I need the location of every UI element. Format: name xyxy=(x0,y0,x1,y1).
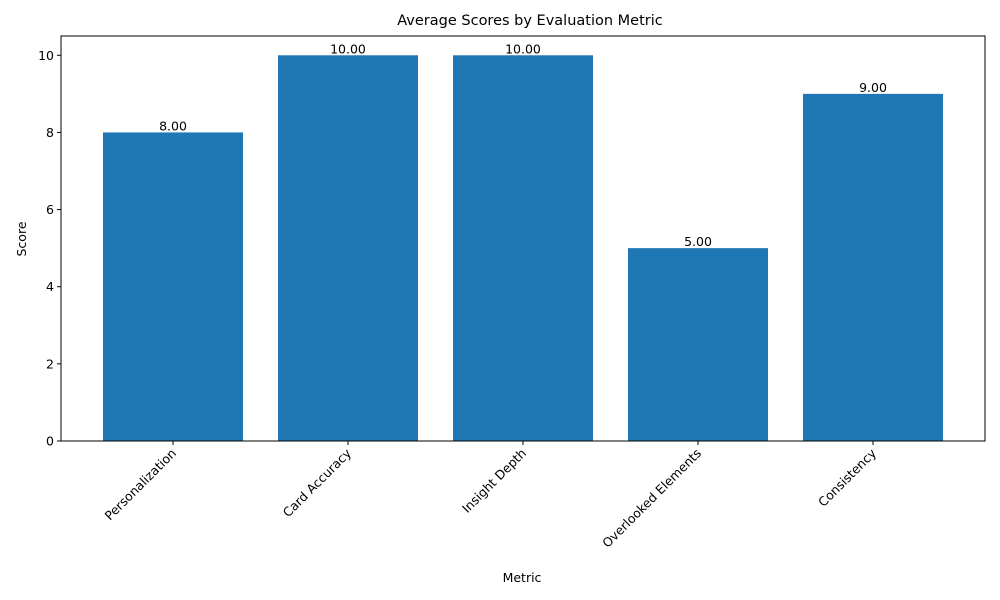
x-tick-label: Overlooked Elements xyxy=(599,446,704,551)
data-labels-group: 8.00 10.00 10.00 5.00 9.00 xyxy=(159,41,887,249)
bar-overlooked-elements xyxy=(628,248,768,441)
bars-group xyxy=(103,55,943,442)
y-tick-label: 6 xyxy=(46,202,54,217)
y-axis: 0 2 4 6 8 10 xyxy=(38,48,61,449)
y-tick-label: 2 xyxy=(46,356,54,371)
chart-title: Average Scores by Evaluation Metric xyxy=(397,13,663,29)
y-tick-label: 8 xyxy=(46,125,54,140)
plot-frame xyxy=(60,35,986,442)
y-tick-label: 0 xyxy=(46,434,54,449)
x-axis: Personalization Card Accuracy Insight Dept… xyxy=(101,441,880,551)
data-label-personalization: 8.00 xyxy=(159,118,187,133)
y-axis-label: Score xyxy=(14,221,29,256)
bar-personalization xyxy=(103,132,243,441)
x-tick-label: Consistency xyxy=(815,445,879,509)
x-tick-label: Personalization xyxy=(101,446,179,524)
data-label-overlooked-elements: 5.00 xyxy=(684,234,712,249)
y-tick-label: 4 xyxy=(46,279,54,294)
data-label-consistency: 9.00 xyxy=(859,80,887,95)
x-axis-label: Metric xyxy=(503,570,542,585)
bar-card-accuracy xyxy=(278,55,418,442)
y-tick-label: 10 xyxy=(38,48,54,63)
data-label-insight-depth: 10.00 xyxy=(505,41,541,56)
bar-consistency xyxy=(803,93,943,441)
x-tick-label: Card Accuracy xyxy=(280,445,355,520)
x-tick-label: Insight Depth xyxy=(459,446,529,516)
data-label-card-accuracy: 10.00 xyxy=(330,41,366,56)
bar-insight-depth xyxy=(453,55,593,442)
